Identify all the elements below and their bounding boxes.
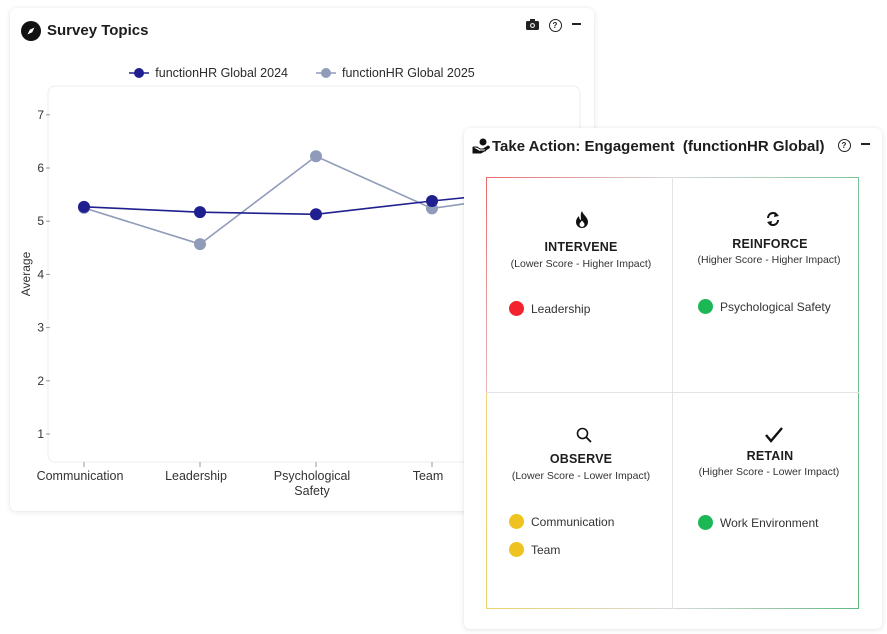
- reinforce-title: REINFORCE: [732, 237, 808, 251]
- y-tick-label: 4: [37, 267, 44, 281]
- reinforce-item-psychological-safety[interactable]: Psychological Safety: [698, 299, 831, 314]
- item-label: Communication: [531, 514, 615, 529]
- legend-item-2024[interactable]: functionHR Global 2024: [129, 66, 288, 80]
- retain-item-work-environment[interactable]: Work Environment: [698, 515, 818, 530]
- x-axis: Communication Leadership PsychologicalSafe…: [37, 462, 549, 498]
- matrix-divider-horizontal: [486, 392, 859, 393]
- recycle-icon: [765, 211, 781, 232]
- retain-subtitle: (Higher Score - Lower Impact): [698, 466, 840, 478]
- matrix-border-left-top: [486, 177, 487, 393]
- intervene-item-leadership[interactable]: Leadership: [509, 301, 590, 316]
- y-axis: 1 2 3 4 5 6 7: [37, 108, 50, 441]
- hand-icon: [472, 138, 490, 159]
- line-chart: 1 2 3 4 5 6 7 Communication Leadership Psycholog…: [19, 85, 581, 498]
- data-point-2024[interactable]: [194, 206, 206, 219]
- observe-item-team[interactable]: Team: [509, 542, 560, 557]
- chart-legend: functionHR Global 2024 functionHR Global…: [10, 66, 594, 80]
- y-tick-label: 3: [37, 321, 44, 335]
- camera-icon[interactable]: [524, 17, 540, 31]
- y-axis-label: Average: [19, 251, 33, 296]
- y-tick-label: 5: [37, 214, 44, 228]
- retain-title: RETAIN: [746, 449, 794, 463]
- x-tick-label: Psychological: [274, 469, 350, 483]
- minimize-icon[interactable]: [569, 17, 583, 31]
- take-action-card: Take Action: Engagement (functionHR Glob…: [464, 128, 882, 629]
- y-tick-label: 7: [37, 108, 44, 122]
- help-icon[interactable]: ?: [547, 17, 563, 33]
- minimize-icon[interactable]: [858, 137, 872, 151]
- action-matrix: INTERVENE (Lower Score - Higher Impact) …: [486, 177, 859, 609]
- status-dot-green: [698, 515, 713, 530]
- data-point-2025[interactable]: [310, 150, 322, 163]
- x-tick-label: Safety: [294, 484, 330, 498]
- reinforce-subtitle: (Higher Score - Higher Impact): [697, 254, 841, 266]
- matrix-border-right: [858, 177, 859, 609]
- y-tick-label: 6: [37, 161, 44, 175]
- observe-subtitle: (Lower Score - Lower Impact): [511, 470, 651, 482]
- item-label: Psychological Safety: [720, 299, 831, 314]
- data-point-2024[interactable]: [426, 194, 438, 207]
- check-icon: [765, 427, 783, 448]
- legend-item-2025[interactable]: functionHR Global 2025: [316, 66, 475, 80]
- item-label: Leadership: [531, 301, 591, 316]
- status-dot-yellow: [509, 514, 524, 529]
- status-dot-yellow: [509, 542, 524, 557]
- x-tick-label: Team: [413, 469, 444, 483]
- y-tick-label: 1: [37, 427, 44, 441]
- legend-label-2025: functionHR Global 2025: [342, 66, 475, 80]
- compass-icon: [21, 21, 41, 41]
- intervene-subtitle: (Lower Score - Higher Impact): [510, 258, 652, 270]
- search-icon: [576, 427, 592, 448]
- help-icon[interactable]: ?: [836, 137, 852, 153]
- intervene-title: INTERVENE: [544, 240, 618, 254]
- observe-item-communication[interactable]: Communication: [509, 514, 614, 529]
- data-point-2024[interactable]: [78, 200, 90, 213]
- item-label: Work Environment: [720, 515, 819, 530]
- matrix-border-top-left: [486, 177, 672, 178]
- matrix-border-left-bottom: [486, 393, 487, 609]
- status-dot-green: [698, 299, 713, 314]
- fire-icon: [575, 211, 589, 233]
- matrix-divider-vertical: [672, 177, 673, 609]
- survey-card-title: Survey Topics: [47, 22, 149, 39]
- x-tick-label: Communication: [37, 469, 124, 483]
- matrix-border-top-right: [672, 177, 859, 178]
- data-point-2024[interactable]: [310, 208, 322, 221]
- legend-label-2024: functionHR Global 2024: [155, 66, 288, 80]
- y-tick-label: 2: [37, 374, 44, 388]
- item-label: Team: [531, 542, 561, 557]
- observe-title: OBSERVE: [549, 452, 613, 466]
- action-card-title: Take Action: Engagement (functionHR Glob…: [492, 138, 825, 155]
- x-tick-label: Leadership: [165, 469, 227, 483]
- status-dot-red: [509, 301, 524, 316]
- data-point-2025[interactable]: [194, 238, 206, 251]
